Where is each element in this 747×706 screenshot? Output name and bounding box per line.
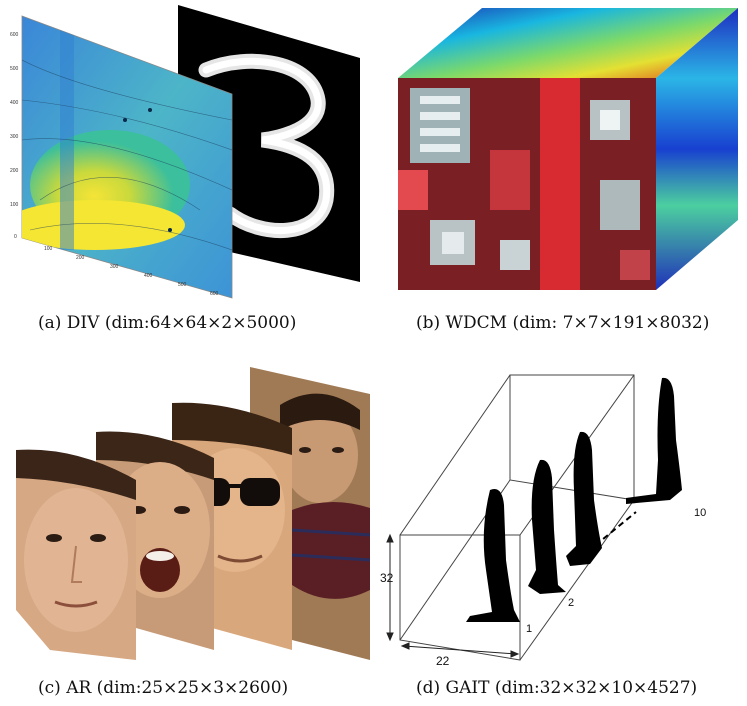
x-tick: 100 (44, 246, 53, 252)
frame-label: 2 (568, 597, 574, 609)
y-tick: 500 (10, 66, 19, 72)
panel-c-figure (16, 367, 371, 660)
caption-b: (b) WDCM (dim: 7×7×191×8032) (416, 313, 710, 333)
y-tick: 600 (10, 32, 19, 38)
x-axis-ticks: 100 200 300 400 500 600 (44, 246, 219, 297)
x-tick: 300 (110, 264, 119, 270)
y-tick: 400 (10, 100, 19, 106)
x-tick: 400 (144, 273, 153, 279)
y-axis-ticks: 600 500 400 300 200 100 0 (10, 32, 19, 240)
frame-label: 1 (526, 623, 532, 635)
face-image-neutral (16, 449, 136, 660)
y-tick: 100 (10, 202, 19, 208)
gait-silhouettes (466, 377, 682, 622)
silhouette-frame-2 (528, 459, 566, 594)
cube-top (398, 8, 738, 78)
panel-a-figure: 600 500 400 300 200 100 0 100 200 300 40… (10, 5, 360, 299)
hyperspectral-cube (398, 8, 738, 290)
x-tick: 500 (178, 282, 187, 288)
height-dimension (386, 533, 394, 642)
cube-side (656, 8, 738, 290)
x-tick: 200 (76, 255, 85, 261)
caption-d: (d) GAIT (dim:32×32×10×4527) (416, 678, 698, 698)
sequence-ellipsis-line (579, 511, 637, 559)
x-tick: 600 (210, 291, 219, 297)
frame-label: 10 (694, 507, 706, 519)
caption-a: (a) DIV (dim:64×64×2×5000) (38, 313, 297, 333)
width-dimension (400, 642, 520, 658)
y-tick: 200 (10, 168, 19, 174)
silhouette-frame-1 (466, 489, 520, 622)
silhouette-frame-10 (626, 377, 682, 504)
width-label: 22 (436, 654, 450, 668)
panel-d-figure: 32 22 1 2 10 (380, 374, 706, 668)
caption-c: (c) AR (dim:25×25×3×2600) (38, 678, 289, 698)
y-tick: 300 (10, 134, 19, 140)
panel-b-figure (398, 8, 738, 290)
y-tick: 0 (14, 234, 17, 240)
contour-map: 600 500 400 300 200 100 0 100 200 300 40… (10, 15, 233, 299)
height-label: 32 (380, 571, 394, 585)
silhouette-frame-3 (566, 431, 602, 566)
